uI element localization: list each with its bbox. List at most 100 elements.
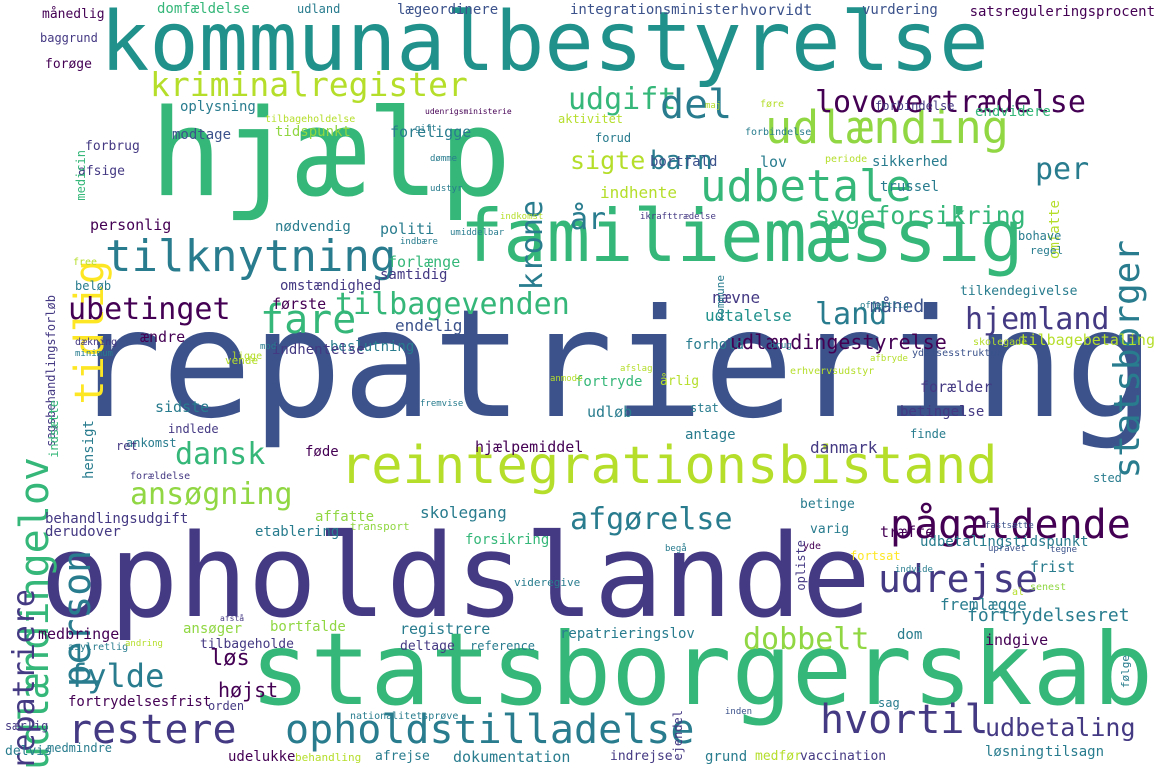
word: dækning	[75, 337, 118, 348]
word: varig	[810, 522, 850, 537]
word: udtalelse	[705, 306, 792, 325]
word: endvidere	[975, 104, 1051, 120]
word: upravet	[988, 544, 1026, 554]
word: dokumentation	[453, 748, 571, 766]
word: baggrund	[40, 31, 98, 45]
word: forøge	[45, 57, 92, 72]
word: fortsat	[850, 549, 901, 563]
word: afslag	[620, 364, 653, 374]
word: statsborgerskab	[250, 611, 1154, 728]
word: føre	[760, 99, 785, 110]
word: ændre	[140, 328, 186, 346]
word: bortfalde	[270, 619, 346, 635]
word: reintegrationsbistand	[340, 436, 998, 496]
word: tilbagevenden	[335, 287, 570, 322]
word: nationalitetsprøve	[350, 711, 459, 722]
word: vende	[225, 354, 259, 367]
word: hvortil	[820, 697, 989, 743]
word: offentlig	[860, 301, 909, 311]
word: repatrieringslov	[560, 626, 695, 642]
word: indvide	[895, 565, 933, 575]
word: per	[1035, 152, 1090, 187]
word: udland	[297, 2, 341, 16]
word: forældelse	[130, 471, 191, 482]
word: medfør	[755, 749, 802, 764]
word: tilknytning	[105, 231, 397, 282]
word: kriminalregister	[150, 65, 468, 104]
word: reference	[470, 639, 536, 653]
word: medmindre	[47, 741, 113, 755]
word: første	[272, 295, 327, 313]
word: danmark	[810, 438, 878, 457]
word: ret	[116, 439, 138, 453]
word: antage	[685, 427, 736, 443]
word: beslutning	[330, 339, 415, 355]
word: statsborger	[1107, 240, 1148, 479]
word: modtage	[172, 127, 232, 143]
word: endelig	[395, 316, 463, 335]
word: særlig	[5, 719, 49, 733]
word: hvorvidt	[740, 1, 813, 19]
word: ydelsesstruktur	[912, 348, 1003, 359]
word: barn	[650, 146, 713, 176]
word: ubetinget	[68, 292, 231, 327]
word: forbrug	[85, 139, 140, 154]
word: tilbageholde	[200, 637, 294, 652]
word: minimum	[75, 349, 113, 359]
word: indbære	[400, 237, 438, 247]
word: free	[73, 257, 98, 268]
word: ankomst	[126, 436, 177, 450]
word: løsning	[985, 744, 1045, 760]
word: sygeforsikring	[815, 201, 1026, 230]
word: bortfald	[650, 154, 718, 170]
word: skolegang	[420, 503, 507, 522]
word: anmode	[550, 374, 583, 384]
word: følge	[1119, 655, 1132, 689]
word: omstændighed	[280, 278, 382, 294]
word: lægeordinere	[397, 2, 499, 18]
word: personlig	[90, 216, 172, 234]
word: medicin	[74, 150, 88, 201]
word: opholdslande	[40, 510, 871, 644]
word: forlænge	[388, 253, 461, 271]
word: registrere	[400, 620, 491, 638]
word: delvis	[5, 744, 52, 759]
word: forsikring	[465, 532, 550, 548]
word: fortrydelsesret	[967, 605, 1130, 626]
word: andring	[125, 639, 163, 649]
word: træffe	[880, 523, 935, 541]
word: periode	[825, 154, 868, 165]
word: ejendel	[671, 710, 685, 761]
word: afstå	[220, 614, 245, 623]
word: lov	[760, 153, 788, 171]
word: frist	[1030, 558, 1076, 576]
word: indkomst	[500, 212, 544, 222]
word: forud	[595, 131, 632, 145]
word: al	[1012, 587, 1025, 598]
word: fylde	[68, 657, 165, 695]
word: affatte	[315, 509, 375, 525]
word: udløb	[587, 403, 633, 421]
word: stat	[690, 401, 719, 415]
word: medbringe	[38, 625, 120, 643]
word: betingelse	[900, 404, 985, 420]
word: integrationsminister	[570, 2, 739, 18]
word: nødvendig	[275, 219, 351, 235]
word: indrejse	[610, 749, 673, 764]
word: dobbelt	[743, 622, 870, 657]
word: indsætte	[47, 400, 61, 458]
word: oplysning	[180, 99, 256, 115]
word: asylretlig	[68, 642, 129, 653]
word: behandling	[295, 751, 362, 764]
word: dom	[897, 627, 923, 643]
word: trussel	[880, 179, 940, 195]
word: ikrafttrædelse	[640, 212, 716, 222]
word: sag	[878, 696, 900, 710]
word: domfældelse	[157, 1, 250, 17]
word: senest	[1030, 582, 1067, 593]
word: bohave	[1018, 229, 1062, 243]
word: sted	[1093, 471, 1122, 485]
word: fremlægge	[940, 595, 1027, 614]
word: hjælpemiddel	[475, 438, 584, 456]
